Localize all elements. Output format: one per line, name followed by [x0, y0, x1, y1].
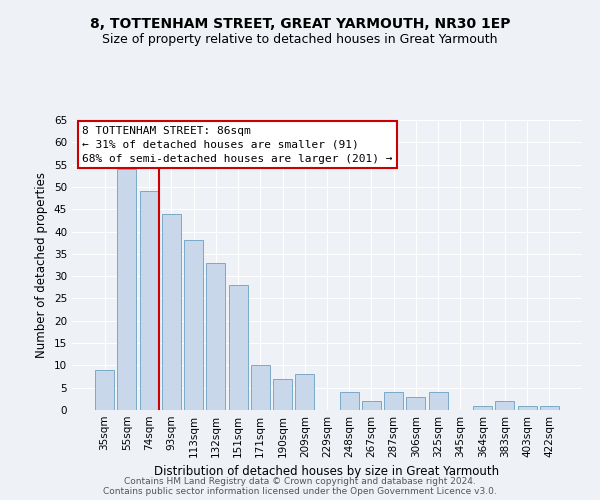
Text: 8, TOTTENHAM STREET, GREAT YARMOUTH, NR30 1EP: 8, TOTTENHAM STREET, GREAT YARMOUTH, NR3… [90, 18, 510, 32]
Bar [473, 406, 492, 410]
Bar [384, 392, 403, 410]
Bar [184, 240, 203, 410]
Text: Contains public sector information licensed under the Open Government Licence v3: Contains public sector information licen… [103, 488, 497, 496]
Bar [251, 366, 270, 410]
Bar [429, 392, 448, 410]
Bar [162, 214, 181, 410]
Bar [229, 285, 248, 410]
Bar [518, 406, 536, 410]
Bar [206, 263, 225, 410]
Bar [118, 169, 136, 410]
Text: 8 TOTTENHAM STREET: 86sqm
← 31% of detached houses are smaller (91)
68% of semi-: 8 TOTTENHAM STREET: 86sqm ← 31% of detac… [82, 126, 392, 164]
Bar [140, 192, 158, 410]
Y-axis label: Number of detached properties: Number of detached properties [35, 172, 49, 358]
Bar [340, 392, 359, 410]
Bar [406, 396, 425, 410]
X-axis label: Distribution of detached houses by size in Great Yarmouth: Distribution of detached houses by size … [154, 466, 500, 478]
Bar [295, 374, 314, 410]
Bar [362, 401, 381, 410]
Bar [496, 401, 514, 410]
Bar [273, 379, 292, 410]
Text: Contains HM Land Registry data © Crown copyright and database right 2024.: Contains HM Land Registry data © Crown c… [124, 478, 476, 486]
Bar [95, 370, 114, 410]
Bar [540, 406, 559, 410]
Text: Size of property relative to detached houses in Great Yarmouth: Size of property relative to detached ho… [102, 32, 498, 46]
